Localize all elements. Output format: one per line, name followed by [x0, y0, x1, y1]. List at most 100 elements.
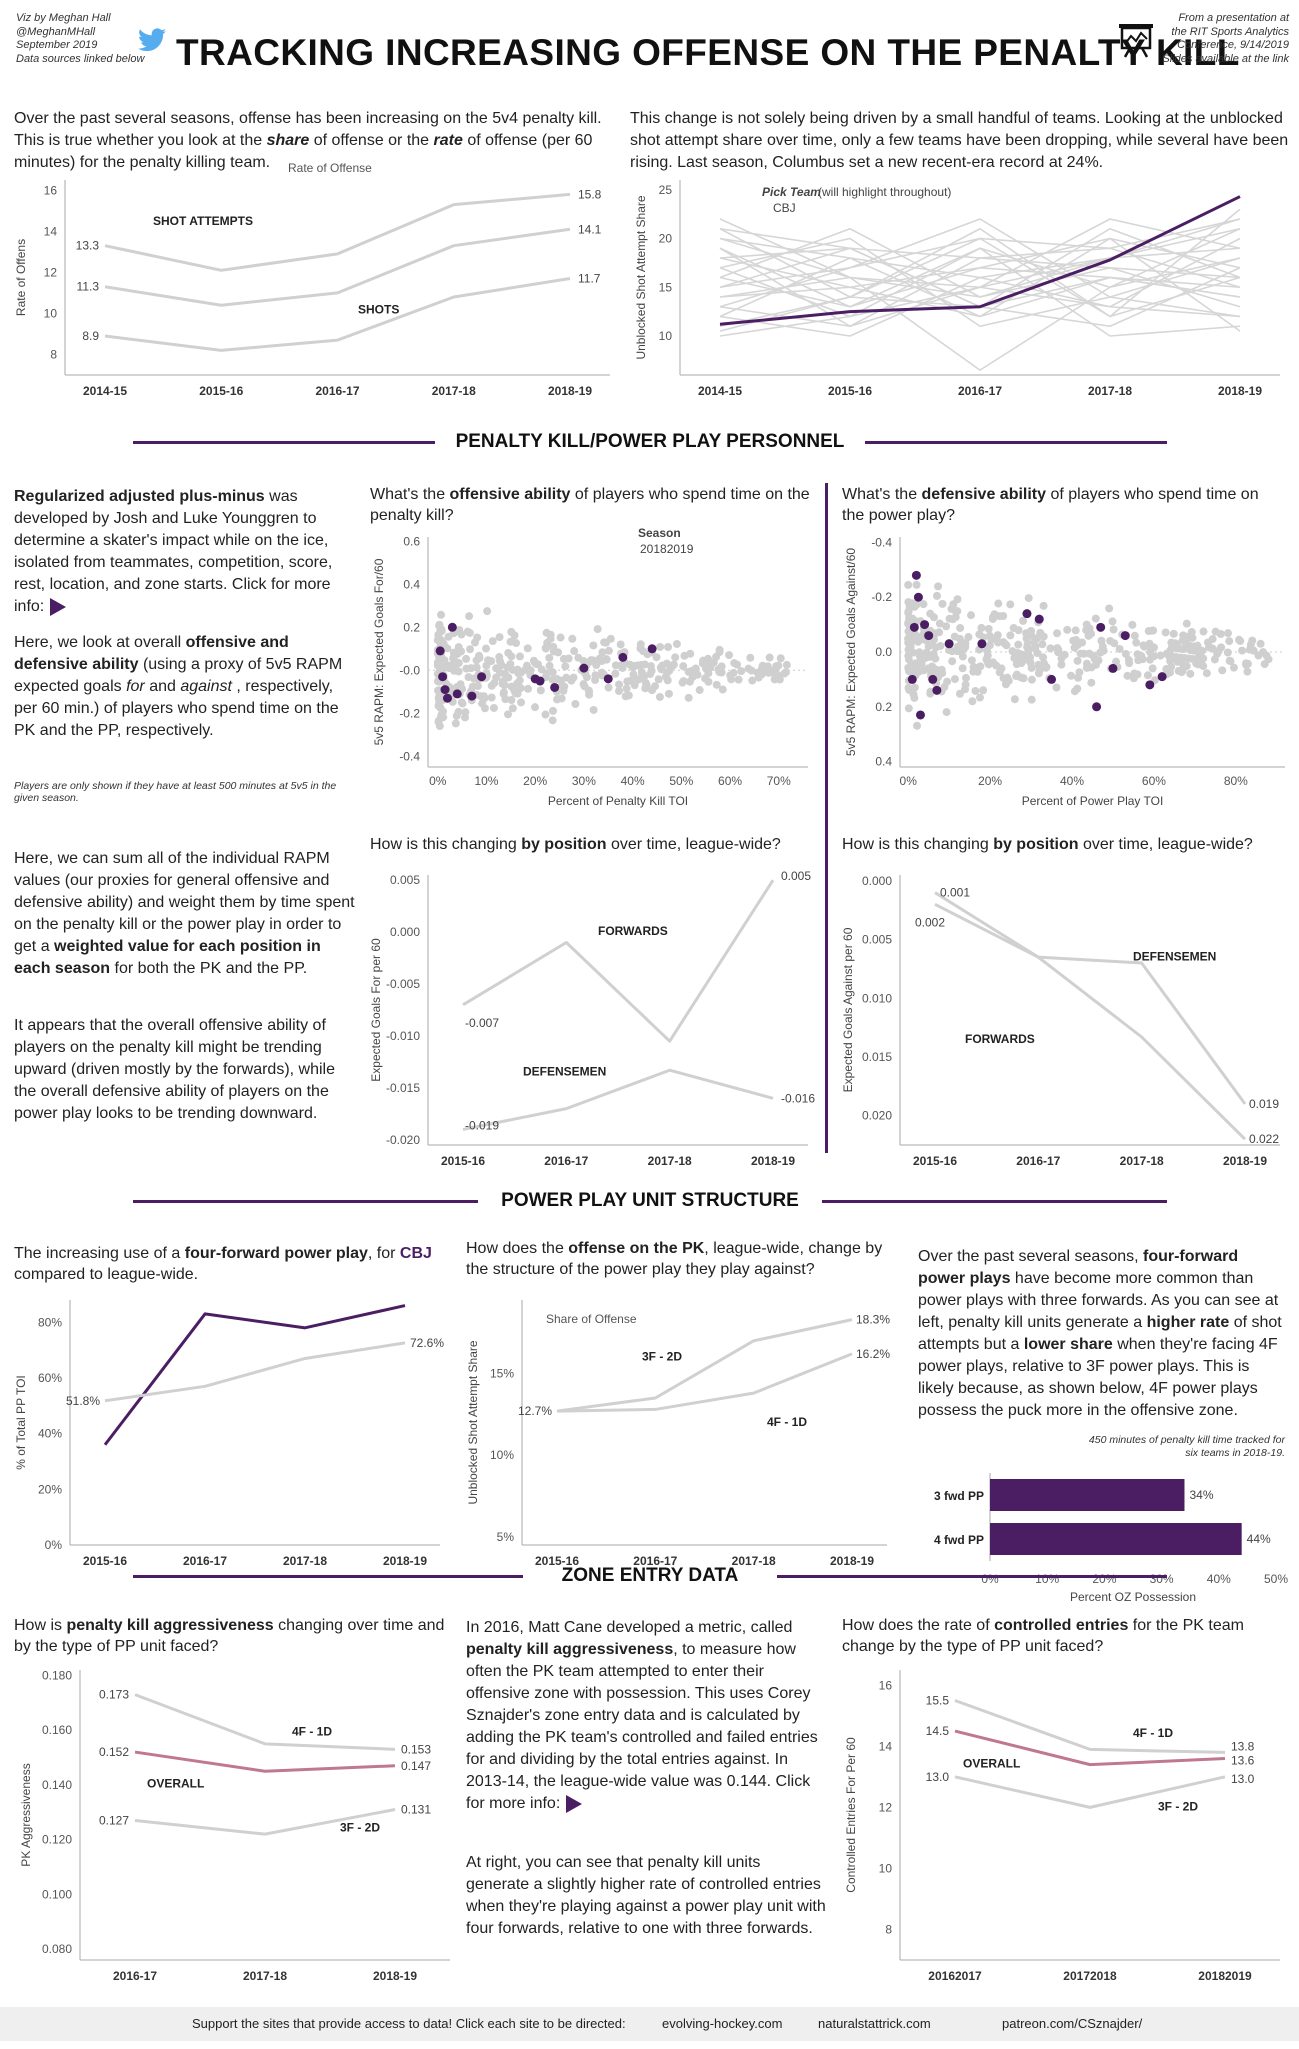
- player-point: [1188, 633, 1197, 642]
- footer-link-evolving-hockey[interactable]: evolving-hockey.com: [662, 2016, 783, 2031]
- player-point: [545, 653, 554, 662]
- series-label: 3F - 2D: [1158, 1799, 1198, 1813]
- byline-handle[interactable]: @MeghanMHall: [16, 25, 96, 38]
- chart-title: Rate of Offense: [288, 161, 372, 175]
- player-point: [973, 663, 982, 672]
- data-label: 15.8: [578, 187, 602, 201]
- highlight-player-point: [440, 685, 450, 695]
- player-point: [1023, 643, 1032, 652]
- data-label: 13.0: [1231, 1772, 1255, 1786]
- player-point: [765, 653, 774, 662]
- pp-defense-scatter[interactable]: -0.4 -0.2 0.0 0.2 0.4 0% 20% 40% 60% 80% Percent o…: [840, 525, 1290, 815]
- footer-link-naturalstattrick[interactable]: naturalstattrick.com: [818, 2016, 931, 2031]
- data-label: 11.3: [77, 280, 100, 294]
- pk-offense-scatter[interactable]: 0.6 0.4 0.2 -0.0 -0.2 -0.4 0% 10% 20% 30% 40% 50% 60…: [368, 525, 818, 815]
- player-point: [536, 686, 545, 695]
- player-point: [715, 648, 724, 657]
- footer-link-patreon[interactable]: patreon.com/CSznajder/: [1002, 2016, 1143, 2031]
- player-point: [931, 643, 940, 652]
- series-label: 4F - 1D: [292, 1725, 332, 1739]
- y-axis-title: Unblocked Shot Attempt Share: [466, 1340, 480, 1504]
- section-divider-right: [865, 441, 1167, 444]
- series-line: [462, 879, 775, 1043]
- player-point: [979, 686, 988, 695]
- x-tick-label: 10%: [474, 774, 498, 788]
- x-tick-label: 2015-16: [199, 384, 243, 398]
- player-point: [472, 663, 481, 672]
- highlight-player-point: [913, 592, 923, 602]
- y-tick-label: 0.015: [862, 1050, 892, 1064]
- player-point: [1193, 643, 1202, 652]
- player-point: [1071, 626, 1080, 635]
- player-point: [717, 662, 726, 671]
- player-point: [977, 623, 986, 632]
- y-tick-label: 12: [879, 1800, 893, 1814]
- section-divider-left: [133, 441, 435, 444]
- highlight-player-point: [618, 652, 628, 662]
- x-tick-label: 2018-19: [1218, 384, 1262, 398]
- legend-title: Season: [638, 526, 681, 540]
- x-tick-label: 2017-18: [648, 1154, 692, 1165]
- twitter-bird-icon[interactable]: [138, 28, 166, 52]
- x-axis-title: Percent OZ Possession: [1070, 1590, 1196, 1604]
- team-share-chart[interactable]: 10 15 20 25 2014-15 2015-16 2016-17 2017-18 2018…: [630, 160, 1290, 410]
- y-tick-label: 15%: [490, 1367, 514, 1381]
- x-tick-label: 0%: [900, 774, 918, 788]
- player-point: [655, 692, 664, 701]
- data-label: 0.153: [401, 1742, 431, 1756]
- player-point: [598, 648, 607, 657]
- x-axis-title: Percent of Penalty Kill TOI: [548, 794, 688, 808]
- x-tick-label: 40%: [1207, 1572, 1231, 1586]
- pk-position-chart: 0.005 0.000 -0.005 -0.010 -0.015 -0.020 2015-1…: [369, 869, 815, 1165]
- player-point: [1106, 636, 1115, 645]
- player-point: [1024, 594, 1033, 603]
- y-tick-label: 10: [44, 306, 58, 320]
- player-point: [591, 675, 600, 684]
- aggressiveness-info-link-icon[interactable]: [566, 1794, 583, 1813]
- x-tick-label: 2017-18: [283, 1554, 327, 1568]
- player-point: [943, 677, 952, 686]
- source-note[interactable]: From a presentation at the RIT Sports An…: [1124, 12, 1289, 66]
- player-point: [1019, 674, 1028, 683]
- x-tick-label: 2018-19: [830, 1554, 874, 1568]
- player-point: [932, 665, 941, 674]
- player-point: [1249, 646, 1258, 655]
- player-point: [984, 660, 993, 669]
- player-point: [495, 633, 504, 642]
- data-label: 0.131: [401, 1803, 431, 1817]
- question-defensive-ability: What's the defensive ability of players …: [842, 486, 1259, 524]
- player-point: [956, 624, 965, 633]
- y-tick-label: 10: [659, 329, 673, 343]
- rate-of-offense-chart: 8 10 12 14 16 2014-15 2015-16 2016-17 2017-18 201…: [14, 161, 610, 398]
- series-label: DEFENSEMEN: [523, 1064, 606, 1078]
- y-tick-label: 0.4: [403, 577, 420, 591]
- player-point: [615, 680, 624, 689]
- player-point: [1199, 627, 1208, 636]
- data-label: 15.5: [926, 1694, 950, 1708]
- player-point: [1225, 637, 1234, 646]
- y-axis-title: Expected Goals For per 60: [369, 938, 383, 1082]
- player-point: [597, 668, 606, 677]
- player-point: [782, 660, 791, 669]
- player-point: [1109, 625, 1118, 634]
- player-point: [580, 682, 589, 691]
- presentation-icon[interactable]: [1116, 22, 1156, 58]
- y-axis-title: Unblocked Shot Attempt Share: [634, 195, 648, 359]
- bar-value-label: 44%: [1247, 1532, 1271, 1546]
- rapm-info-link-icon[interactable]: [50, 597, 67, 616]
- team-line: [719, 227, 1241, 279]
- player-point: [907, 661, 916, 670]
- player-point: [1133, 650, 1142, 659]
- y-tick-label: -0.2: [399, 706, 420, 720]
- x-tick-label: 80%: [1224, 774, 1248, 788]
- team-line: [719, 247, 1241, 328]
- player-point: [455, 626, 464, 635]
- y-tick-label: 0.005: [390, 873, 420, 887]
- y-tick-label: 0.100: [42, 1887, 72, 1901]
- highlight-player-point: [435, 646, 445, 656]
- y-tick-label: -0.4: [871, 535, 892, 549]
- highlight-player-point: [1047, 674, 1057, 684]
- y-tick-label: 0.000: [862, 874, 892, 888]
- player-point: [919, 600, 928, 609]
- player-point: [611, 669, 620, 678]
